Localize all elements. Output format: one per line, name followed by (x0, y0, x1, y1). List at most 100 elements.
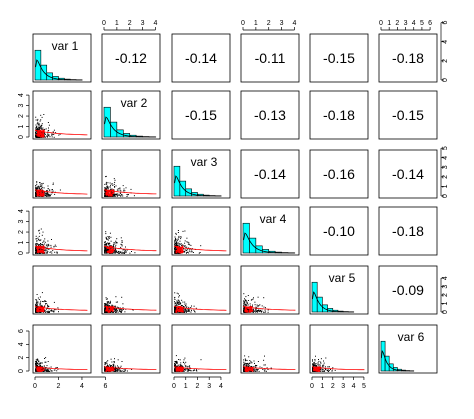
scatter-points (35, 181, 61, 197)
scatter-point (176, 245, 177, 246)
scatter-point (107, 182, 108, 183)
dense-point (37, 132, 39, 134)
scatter-point (48, 135, 49, 136)
scatter-point (174, 365, 175, 366)
scatter-point (43, 114, 44, 115)
scatter-point (122, 370, 123, 371)
dense-point (180, 369, 182, 371)
scatter-point (44, 133, 45, 134)
scatter-point (36, 302, 37, 303)
scatter-point (36, 236, 37, 237)
scatter-point (174, 249, 175, 250)
panel-r3-c3: var 3 (172, 150, 230, 198)
scatter-points (35, 114, 61, 138)
scatter-point (110, 233, 111, 234)
tick-label: 3 (442, 285, 449, 289)
scatter-point (115, 366, 116, 367)
scatter-point (121, 366, 122, 367)
scatter-point (40, 365, 41, 366)
scatter-point (47, 246, 48, 247)
tick-label: 0 (379, 20, 383, 27)
scatter-point (190, 307, 191, 308)
scatter-point (313, 363, 314, 364)
scatter-point (125, 251, 126, 252)
scatter-point (177, 302, 178, 303)
scatter-point (246, 363, 247, 364)
dense-point (178, 368, 180, 370)
scatter-point (117, 310, 118, 311)
scatter-point (35, 308, 36, 309)
tick-label: 3 (341, 383, 345, 390)
tick-label: 3 (207, 383, 211, 390)
scatter-point (51, 367, 52, 368)
scatter-point (253, 366, 254, 367)
scatter-point (115, 250, 116, 251)
scatter-point (48, 196, 49, 197)
scatter-point (265, 307, 266, 308)
scatter-point (191, 251, 192, 252)
scatter-point (42, 242, 43, 243)
scatter-point (45, 303, 46, 304)
dense-point (43, 369, 45, 371)
scatter-point (253, 312, 254, 313)
scatter-point (127, 196, 128, 197)
scatter-point (249, 363, 250, 364)
scatter-point (186, 252, 187, 253)
scatter-point (50, 369, 51, 370)
scatter-point (42, 235, 43, 236)
scatter-point (55, 245, 56, 246)
scatter-point (115, 241, 116, 242)
scatter-point (107, 186, 108, 187)
scatter-point (188, 307, 189, 308)
scatter-point (105, 241, 106, 242)
scatter-point (111, 241, 112, 242)
scatter-point (35, 304, 36, 305)
scatter-point (58, 135, 59, 136)
scatter-point (322, 366, 323, 367)
scatter-point (53, 311, 54, 312)
tick-label: 6 (103, 383, 107, 390)
scatter-point (105, 364, 106, 365)
scatter-point (35, 361, 36, 362)
panel-r1-c1: var 1 (33, 34, 91, 82)
scatter-point (37, 303, 38, 304)
tick-label: 2 (18, 356, 25, 360)
scatter-point (36, 120, 37, 121)
scatter-point (48, 369, 49, 370)
tick-label: 1 (320, 383, 324, 390)
scatter-point (243, 370, 244, 371)
scatter-point (44, 238, 45, 239)
scatter-point (117, 252, 118, 253)
tick-label: 6 (428, 20, 432, 27)
scatter-point (268, 312, 269, 313)
scatter-point (315, 356, 316, 357)
dense-point (111, 309, 113, 311)
scatter-point (125, 369, 126, 370)
dense-point (179, 310, 181, 312)
scatter-point (174, 308, 175, 309)
scatter-point (121, 371, 122, 372)
scatter-point (246, 360, 247, 361)
scatter-point (315, 363, 316, 364)
scatter-point (51, 189, 52, 190)
scatter-point (321, 358, 322, 359)
scatter-point (46, 193, 47, 194)
tick-label: 0 (33, 383, 37, 390)
scatter-point (183, 231, 184, 232)
scatter-point (187, 311, 188, 312)
scatter-point (53, 184, 54, 185)
scatter-point (40, 304, 41, 305)
tick-label: 0 (172, 383, 176, 390)
scatter-point (185, 247, 186, 248)
scatter-point (191, 370, 192, 371)
dense-point (182, 311, 184, 313)
scatter-point (185, 368, 186, 369)
tick-label: 1 (442, 184, 449, 188)
scatter-point (121, 194, 122, 195)
scatter-point (256, 369, 257, 370)
scatter-point (175, 238, 176, 239)
scatter-point (185, 305, 186, 306)
scatter-point (122, 245, 123, 246)
